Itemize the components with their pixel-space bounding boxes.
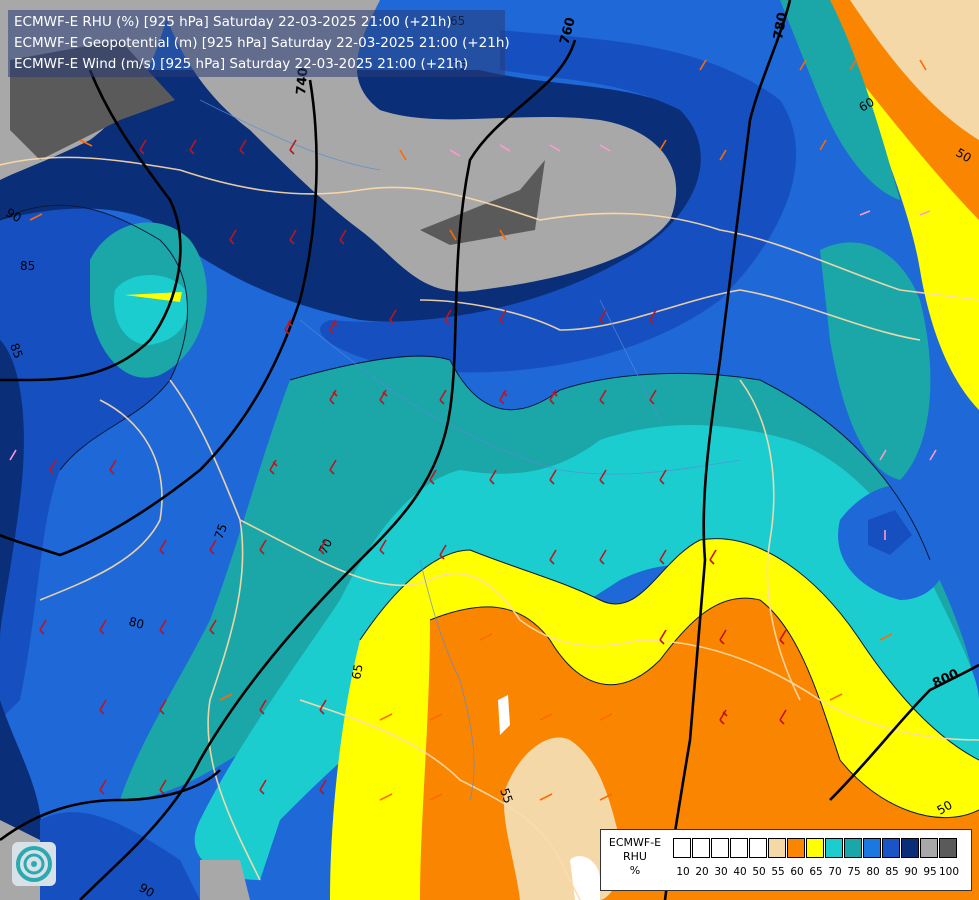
legend-tick-label: 30 xyxy=(714,866,728,878)
geopotential-left-line xyxy=(0,69,182,382)
legend-tick-label: 95 xyxy=(923,866,937,878)
legend-swatch xyxy=(673,838,691,858)
swirl-logo-icon xyxy=(16,846,52,882)
geopotential-title: ECMWF-E Geopotential (m) [925 hPa] Satur… xyxy=(14,35,510,51)
legend-tick-label: 90 xyxy=(904,866,918,878)
rhu-85-region-bottomleft xyxy=(40,812,200,900)
legend-title: ECMWF-E RHU % xyxy=(605,836,665,878)
rhu-label-13: 50 xyxy=(935,798,955,818)
wind-barbs xyxy=(9,59,937,871)
legend-tick-label: 75 xyxy=(847,866,861,878)
legend-title-unit: % xyxy=(629,864,641,877)
legend-title-var: RHU xyxy=(623,850,647,863)
rhu-70-region-center xyxy=(194,425,979,880)
rhu-label-14: 90 xyxy=(137,880,157,900)
rhu-label-5: 85 xyxy=(20,259,35,273)
rhu-title: ECMWF-E RHU (%) [925 hPa] Saturday 22-03… xyxy=(14,14,452,30)
rhu-75-patch-right xyxy=(820,242,931,480)
legend-title-model: ECMWF-E xyxy=(608,836,662,849)
geopotential-bottomleft-line xyxy=(0,769,221,842)
legend-swatch xyxy=(939,838,957,858)
rhu-label-8: 80 xyxy=(127,614,145,631)
legend-swatch xyxy=(844,838,862,858)
legend-tick-label: 100 xyxy=(939,866,960,878)
rhu-white-patch-bottom xyxy=(570,856,600,900)
rhu-85-patch-right xyxy=(868,510,912,555)
rhu-65-region-left xyxy=(125,292,182,302)
country-borders xyxy=(0,156,979,900)
rhu-label-11: 65 xyxy=(349,663,365,680)
legend-swatch xyxy=(863,838,881,858)
legend-swatch xyxy=(806,838,824,858)
legend-tick-label: 65 xyxy=(809,866,823,878)
rhu-label-4: 50 xyxy=(954,145,974,165)
map-title-box: ECMWF-E RHU (%) [925 hPa] Saturday 22-03… xyxy=(8,10,510,77)
rhu-100-region-top xyxy=(420,160,545,245)
rhu-legend: ECMWF-E RHU % 10 20 30 40 50 55 60 65 70 75 80 85 90… xyxy=(600,829,972,891)
wind-title: ECMWF-E Wind (m/s) [925 hPa] Saturday 22… xyxy=(14,56,469,72)
legend-tick-label: 70 xyxy=(828,866,842,878)
legend-swatch xyxy=(749,838,767,858)
rhu-label-7: 90 xyxy=(4,205,24,225)
rhu-label-12: 55 xyxy=(497,786,515,805)
legend-tick-label: 85 xyxy=(885,866,899,878)
rhu-95-patch-bottomcenter xyxy=(200,860,250,900)
geopotential-780-label: 780 xyxy=(771,11,790,40)
rhu-white-sliver xyxy=(498,695,510,735)
legend-tick-label: 10 xyxy=(676,866,690,878)
geopotential-760-label: 760 xyxy=(557,16,579,46)
legend-swatch xyxy=(711,838,729,858)
legend-tick-label: 20 xyxy=(695,866,709,878)
legend-tick-label: 60 xyxy=(790,866,804,878)
legend-swatch xyxy=(768,838,786,858)
geopotential-800-line xyxy=(829,663,979,801)
rhu-85-region-top xyxy=(320,30,797,373)
rhu-55-region-right xyxy=(850,0,979,140)
legend-swatch xyxy=(901,838,919,858)
legend-swatch xyxy=(730,838,748,858)
rhu-90-region-left xyxy=(0,340,24,640)
geopotential-780-line xyxy=(663,0,792,900)
geopotential-740-line xyxy=(0,79,318,557)
legend-tick-label: 80 xyxy=(866,866,880,878)
legend-swatch xyxy=(692,838,710,858)
legend-swatch xyxy=(920,838,938,858)
rivers xyxy=(199,99,741,801)
legend-tick-label: 50 xyxy=(752,866,766,878)
rhu-75-strip-right xyxy=(780,0,900,200)
rhu-label-6: 85 xyxy=(7,341,25,360)
rhu-label-3: 60 xyxy=(857,95,877,115)
rhu-55-region-bottom xyxy=(503,737,623,900)
rhu-label-9: 75 xyxy=(212,522,230,541)
legend-tick-label: 40 xyxy=(733,866,747,878)
provider-logo xyxy=(12,842,56,886)
legend-tick-label: 55 xyxy=(771,866,785,878)
legend-swatch xyxy=(825,838,843,858)
geopotential-760-line xyxy=(79,39,577,900)
rhu-70-region-left xyxy=(114,275,189,345)
legend-swatch xyxy=(882,838,900,858)
legend-swatch xyxy=(787,838,805,858)
